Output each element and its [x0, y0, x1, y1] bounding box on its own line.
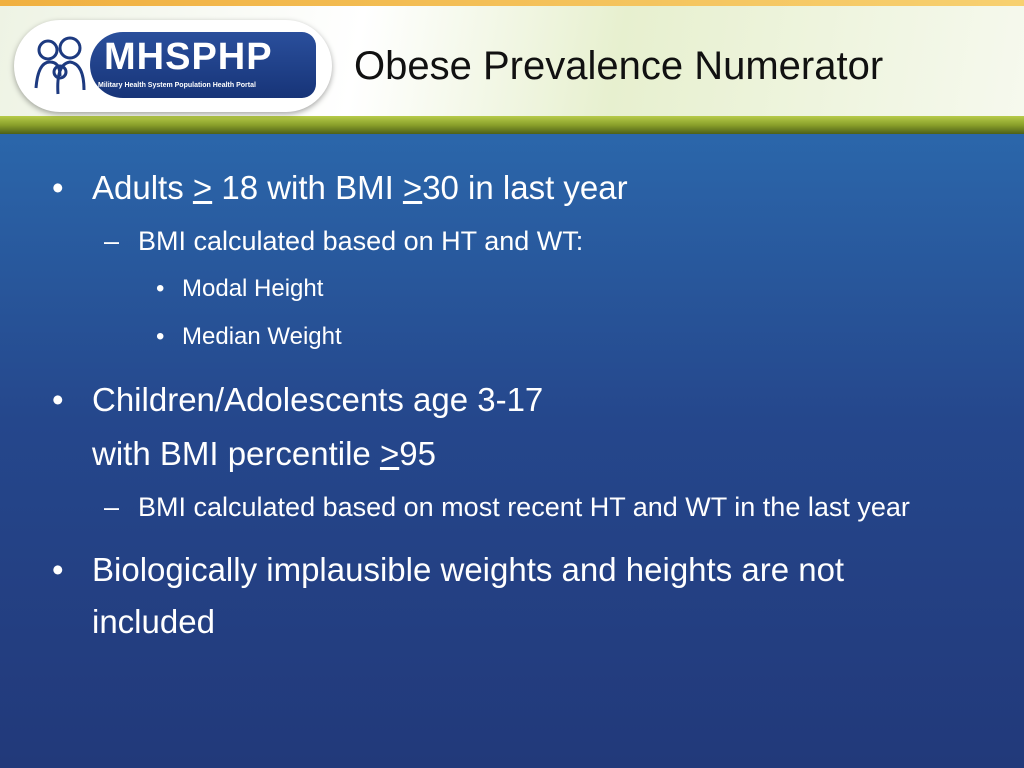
logo-subtitle: Military Health System Population Health… [98, 82, 256, 89]
text-segment: 95 [399, 435, 436, 472]
bullet-marker: • [156, 323, 165, 350]
bullet-marker: • [52, 381, 64, 418]
logo-icon [34, 36, 86, 95]
bullet-list: • Adults > 18 with BMI >30 in last year – B… [52, 148, 952, 648]
text-segment: BMI calculated based on HT and WT: [138, 226, 584, 256]
bullet-marker: – [104, 226, 120, 256]
bullet-text: Adults > 18 with BMI >30 in last year [92, 169, 628, 206]
text-segment: 18 with BMI [212, 169, 403, 206]
logo-text: MHSPHP [104, 36, 273, 78]
text-segment: Biologically implausible weights and hei… [92, 551, 845, 640]
bullet-text: BMI calculated based on HT and WT: [138, 218, 583, 264]
header-stripe [0, 116, 1024, 134]
bullet-marker: – [104, 492, 120, 522]
bullet-text: BMI calculated based on most recent HT a… [138, 484, 910, 530]
bullet-item: • Adults > 18 with BMI >30 in last year [52, 162, 952, 214]
bullet-item: – BMI calculated based on most recent HT … [52, 484, 952, 530]
logo-badge: MHSPHP Military Health System Population… [90, 32, 316, 98]
bullet-text: with BMI percentile >95 [92, 435, 436, 472]
bullet-marker: • [156, 275, 165, 302]
text-segment: > [379, 435, 400, 472]
bullet-text: Modal Height [182, 275, 323, 302]
slide-title: Obese Prevalence Numerator [354, 44, 884, 88]
text-segment: Adults [92, 169, 193, 206]
text-segment: Modal Height [182, 275, 324, 302]
bullet-text: Biologically implausible weights and hei… [92, 551, 844, 640]
text-segment: with BMI percentile [92, 435, 380, 472]
text-segment: 30 in last year [422, 169, 628, 206]
header-stripe [0, 0, 1024, 6]
bullet-marker: • [52, 551, 64, 588]
bullet-text: Children/Adolescents age 3-17 [92, 381, 543, 418]
text-segment: > [192, 169, 213, 206]
bullet-item: • Children/Adolescents age 3-17 [52, 374, 952, 426]
header: MHSPHP Military Health System Population… [0, 0, 1024, 134]
bullet-item: • Biologically implausible weights and he… [52, 544, 952, 648]
text-segment: BMI calculated based on most recent HT a… [138, 492, 910, 522]
text-segment: Children/Adolescents age 3-17 [92, 381, 544, 418]
bullet-item: • Median Weight [52, 314, 952, 360]
text-segment: > [402, 169, 423, 206]
bullet-item: • Modal Height [52, 266, 952, 312]
text-segment: Median Weight [182, 323, 342, 350]
bullet-marker: • [52, 169, 64, 206]
bullet-item: – BMI calculated based on HT and WT: [52, 218, 952, 264]
logo: MHSPHP Military Health System Population… [14, 20, 332, 112]
bullet-item: with BMI percentile >95 [52, 428, 952, 480]
bullet-text: Median Weight [182, 323, 342, 350]
